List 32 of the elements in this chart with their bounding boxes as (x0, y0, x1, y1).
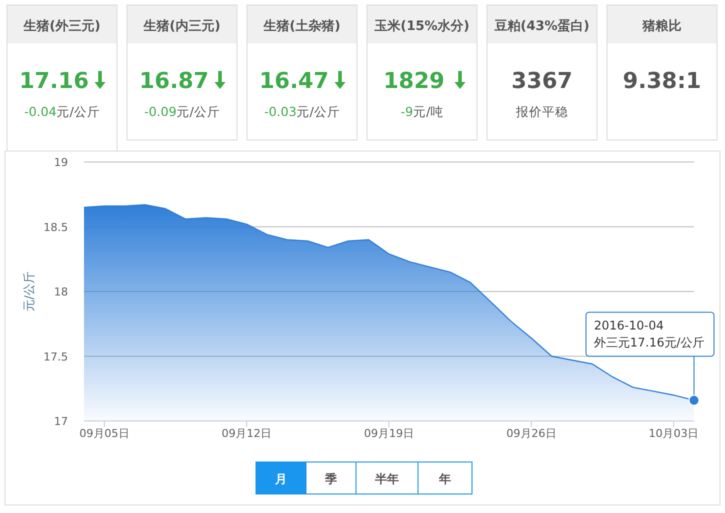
x-tick-label: 10月03日 (648, 427, 699, 440)
text: -0.09元/公斤 (144, 104, 220, 119)
period-button[interactable]: 半年 (356, 462, 418, 494)
y-tick-label: 17 (54, 415, 68, 428)
y-tick-label: 17.5 (44, 350, 68, 364)
x-tick-label: 09月19日 (364, 427, 414, 440)
annotation: 2016-10-04 外三元17.16元/公斤 (594, 318, 704, 350)
category-label: 生猪(外三元) (22, 19, 100, 34)
text: 报价平稳 (515, 104, 568, 119)
x-tick-label: 09月05日 (79, 427, 130, 440)
text: 16.87 (139, 69, 209, 94)
y-axis-title: 元/公斤 (22, 271, 36, 312)
text: 3367 (511, 69, 573, 94)
text: 9.38:1 (622, 69, 702, 94)
category-label: 玉米(15%水分) (374, 19, 470, 34)
text: -9元/吨 (400, 104, 444, 119)
y-tick-label: 18 (54, 286, 68, 298)
text: -0.03元/公斤 (264, 104, 340, 119)
text: 16.47 (259, 69, 329, 94)
y-tick-label: 18.5 (44, 220, 68, 234)
text: -0.04元/公斤 (24, 104, 100, 119)
category-label: 生猪(内三元) (142, 19, 220, 34)
category-label: 豆粕(43%蛋白) (494, 19, 590, 34)
text: 17.16 (19, 69, 89, 94)
x-tick-label: 09月12日 (222, 427, 272, 440)
period-button[interactable]: 季 (306, 462, 356, 494)
category-label: 猪粮比 (642, 18, 682, 34)
category-label: 生猪(土杂猪) (262, 19, 340, 34)
x-tick-label: 09月26日 (506, 427, 556, 440)
y-tick-label: 19 (54, 156, 68, 169)
period-button[interactable]: 年 (418, 462, 472, 494)
text: 1829 (383, 69, 445, 94)
